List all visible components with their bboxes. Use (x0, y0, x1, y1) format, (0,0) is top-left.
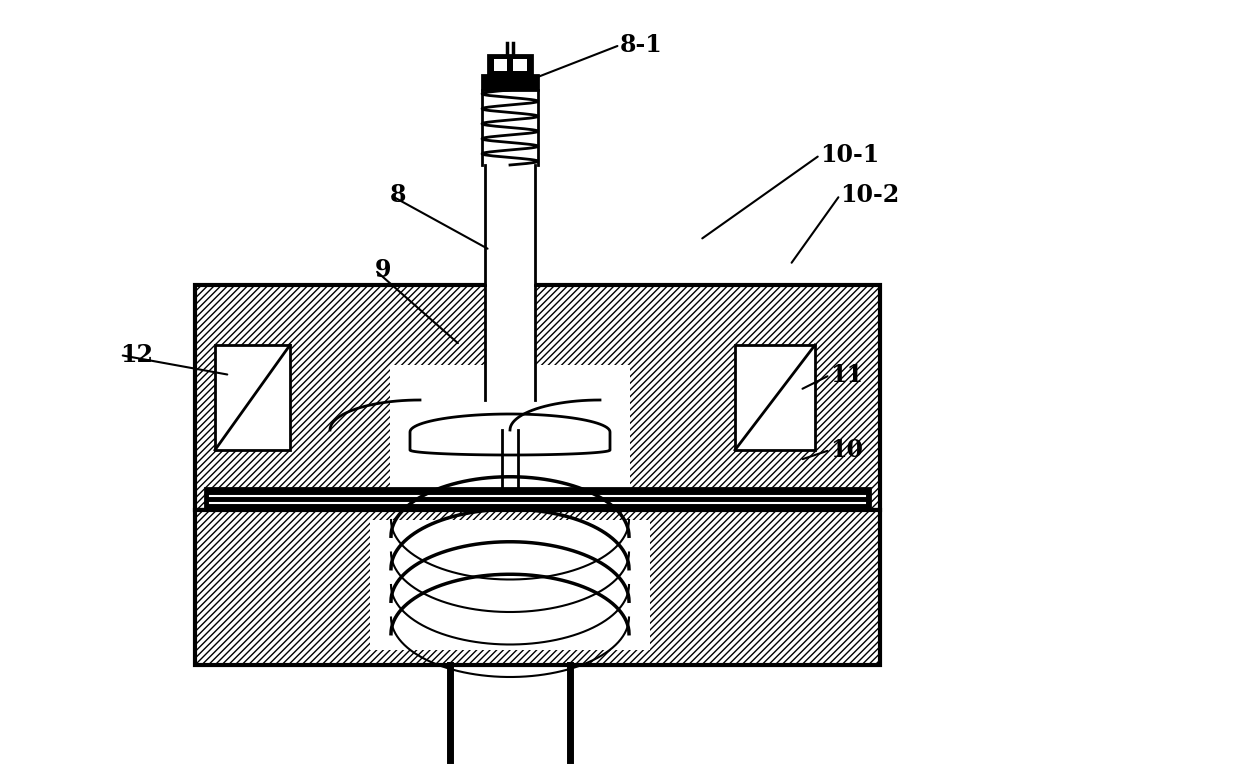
Text: 10-2: 10-2 (840, 183, 900, 207)
Polygon shape (513, 59, 527, 71)
Polygon shape (216, 345, 290, 450)
Polygon shape (493, 59, 507, 71)
Polygon shape (204, 488, 870, 510)
Polygon shape (195, 510, 880, 665)
Text: 8: 8 (390, 183, 406, 207)
Polygon shape (410, 414, 610, 455)
Polygon shape (195, 285, 880, 510)
Polygon shape (484, 285, 535, 510)
Text: 10: 10 (830, 438, 864, 462)
Polygon shape (482, 75, 538, 90)
Polygon shape (390, 365, 629, 490)
Text: 8-1: 8-1 (620, 33, 663, 57)
Polygon shape (735, 345, 815, 450)
Text: 9: 9 (375, 258, 392, 282)
Text: 11: 11 (830, 363, 864, 387)
Text: 10-1: 10-1 (820, 143, 880, 167)
Polygon shape (370, 520, 650, 650)
Text: 12: 12 (120, 343, 152, 367)
Polygon shape (484, 165, 535, 285)
Polygon shape (488, 55, 532, 75)
